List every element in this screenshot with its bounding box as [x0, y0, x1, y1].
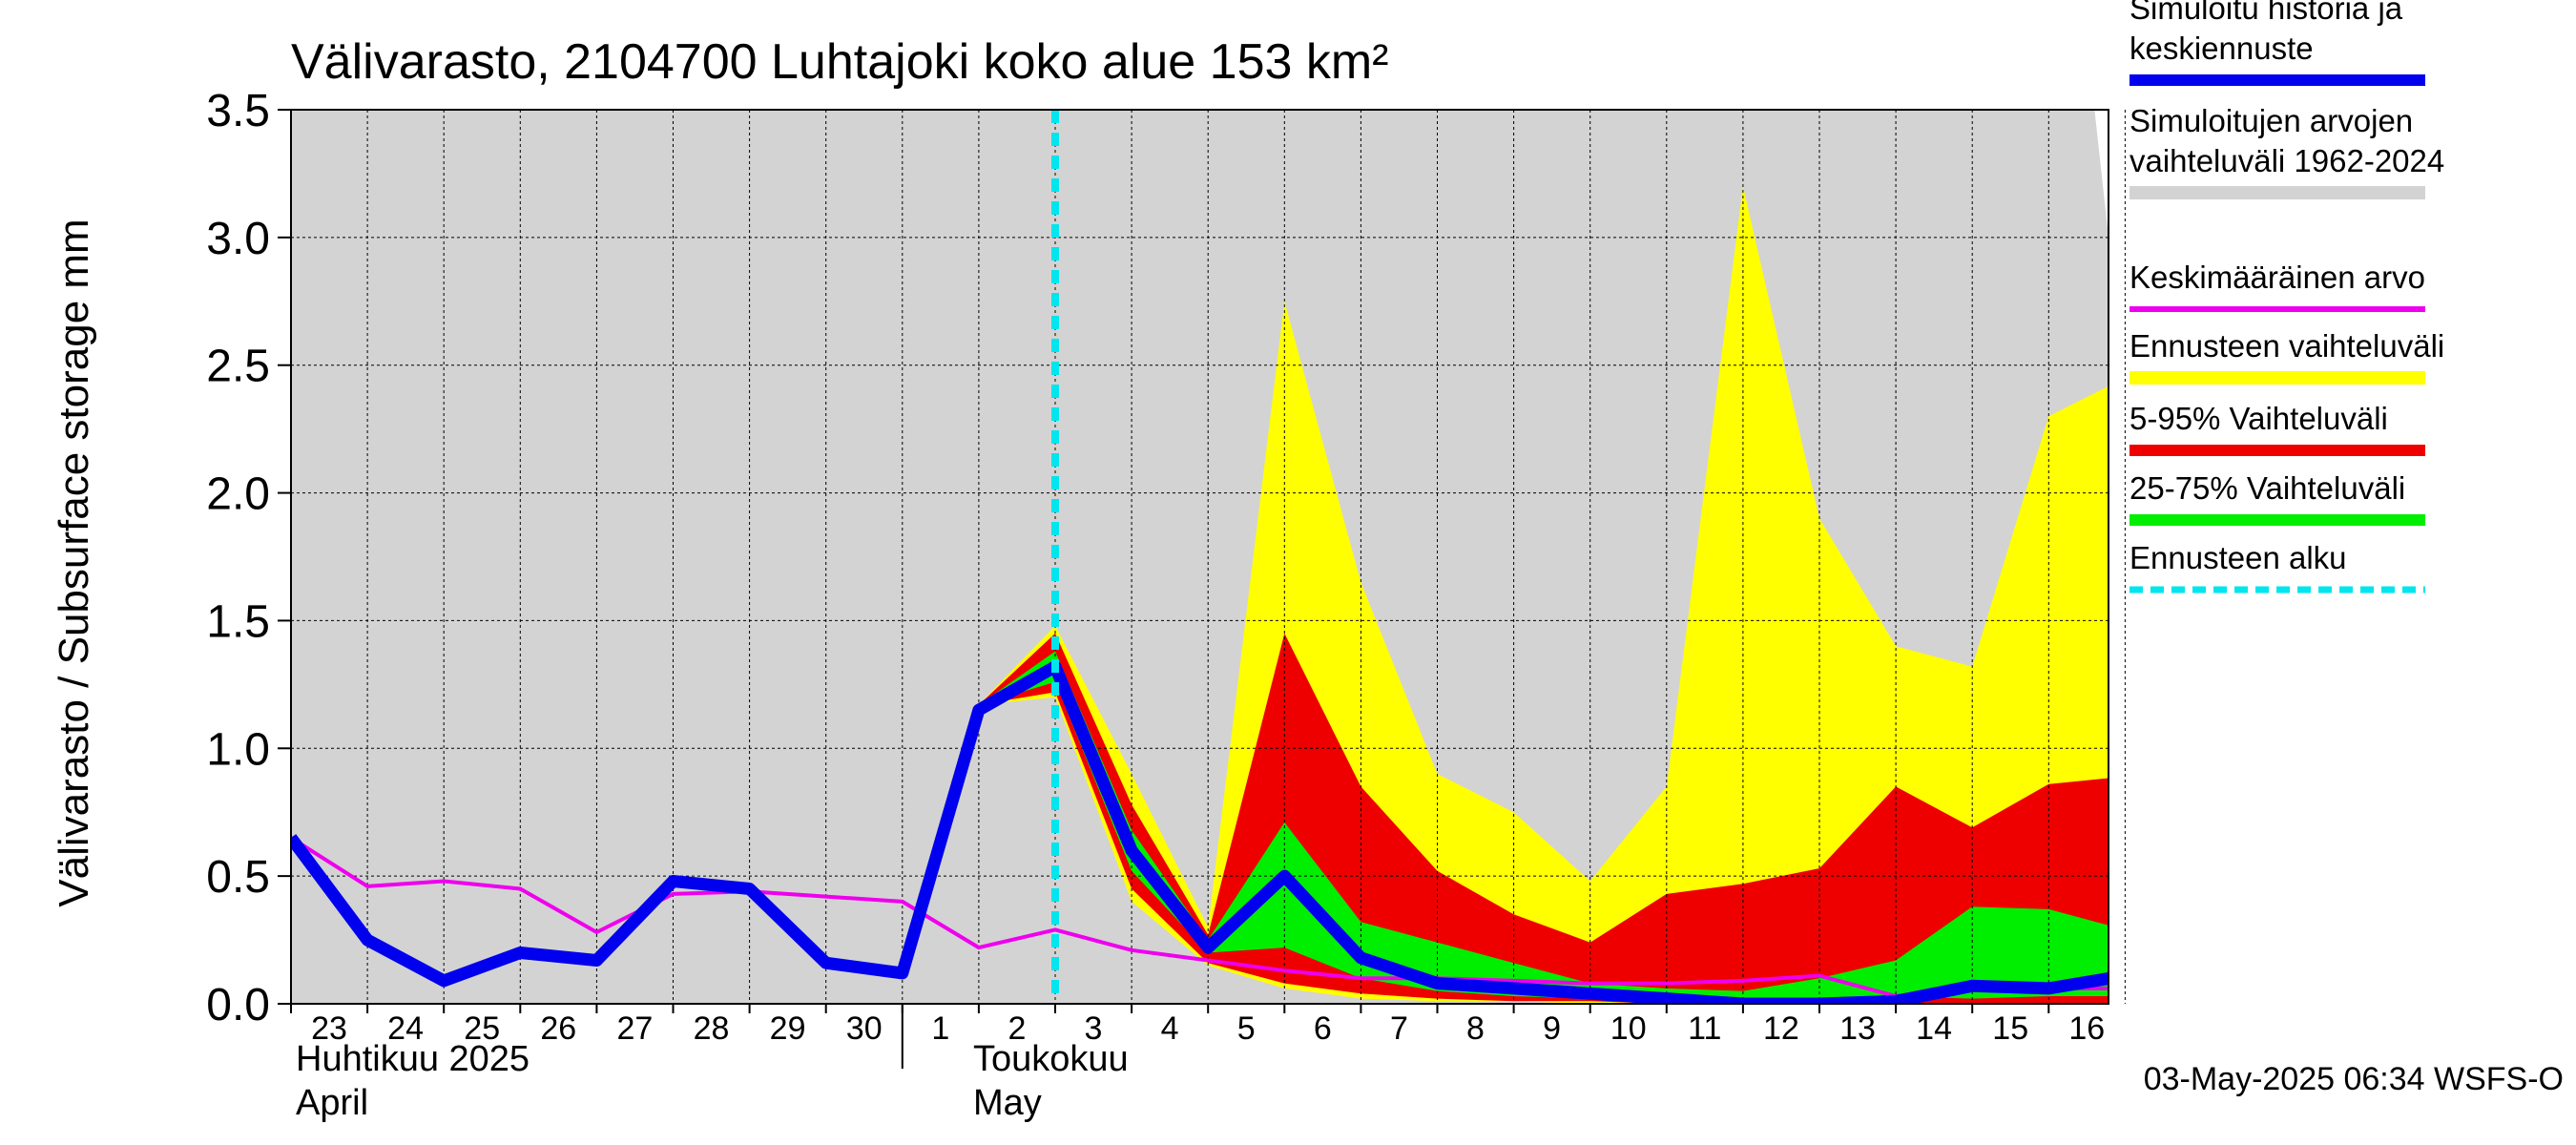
- x-tick-label: 5: [1237, 1010, 1256, 1047]
- legend-label: Ennusteen alku: [2129, 540, 2347, 575]
- x-tick-label: 25: [464, 1010, 500, 1047]
- x-tick-label: 1: [931, 1010, 949, 1047]
- x-tick-label: 7: [1390, 1010, 1408, 1047]
- x-tick-label: 11: [1688, 1010, 1721, 1047]
- legend: Simuloitu historia ja keskiennuste Simuloi…: [2129, 0, 2444, 593]
- x-tick-label: 10: [1610, 1010, 1647, 1047]
- y-tick-label: 3.0: [206, 214, 270, 264]
- legend-label: Keskimääräinen arvo: [2129, 260, 2425, 295]
- mean-line: [291, 836, 2109, 998]
- historical-range-area: [291, 110, 2109, 1004]
- legend-label: Simuloitu historia ja: [2129, 0, 2403, 26]
- plot-area: [291, 109, 2126, 1004]
- y-tick-label: 1.0: [206, 724, 270, 775]
- y-tick-label: 3.5: [206, 86, 270, 136]
- month-label-fi: Toukokuu: [973, 1039, 1129, 1079]
- legend-label: 5-95% Vaihteluväli: [2129, 401, 2388, 436]
- x-tick-label: 9: [1543, 1010, 1561, 1047]
- x-tick-label: 30: [846, 1010, 883, 1047]
- median-forecast-line: [291, 660, 2109, 1004]
- x-tick-label: 26: [540, 1010, 576, 1047]
- x-tick-label: 13: [1839, 1010, 1876, 1047]
- y-tick-label: 0.5: [206, 852, 270, 903]
- legend-label: vaihteluväli 1962-2024: [2129, 143, 2444, 178]
- chart-title: Välivarasto, 2104700 Luhtajoki koko alue…: [291, 34, 1389, 90]
- y-tick-label: 2.0: [206, 469, 270, 520]
- x-tick-label: 6: [1314, 1010, 1332, 1047]
- month-label-en: April: [296, 1083, 368, 1123]
- y-tick-label: 0.0: [206, 980, 270, 1030]
- axes: 0.00.51.01.52.02.53.03.523 24 25 26 27 28 29 30…: [206, 86, 2109, 1123]
- month-label-fi: Huhtikuu 2025: [296, 1039, 530, 1079]
- x-tick-label: 24: [387, 1010, 424, 1047]
- y-axis-label: Välivarasto / Subsurface storage mm: [51, 219, 97, 906]
- legend-label: Simuloitujen arvojen: [2129, 103, 2413, 138]
- x-tick-label: 12: [1763, 1010, 1799, 1047]
- plot-frame: [290, 109, 2109, 1005]
- x-tick-label: 3: [1085, 1010, 1103, 1047]
- x-tick-label: 29: [770, 1010, 806, 1047]
- x-tick-label: 23: [311, 1010, 347, 1047]
- y-tick-label: 2.5: [206, 342, 270, 392]
- month-label-en: May: [973, 1083, 1042, 1123]
- x-tick-label: 8: [1466, 1010, 1485, 1047]
- x-tick-label: 27: [616, 1010, 653, 1047]
- timestamp: 03-May-2025 06:34 WSFS-O: [2144, 1061, 2564, 1097]
- y-tick-label: 1.5: [206, 596, 270, 647]
- legend-label: Ennusteen vaihteluväli: [2129, 328, 2444, 364]
- x-tick-label: 2: [1008, 1010, 1026, 1047]
- band-25-75-area: [978, 651, 2109, 1002]
- x-tick-label: 14: [1916, 1010, 1952, 1047]
- legend-label: keskiennuste: [2129, 31, 2314, 66]
- x-tick-label: 4: [1161, 1010, 1179, 1047]
- x-tick-label: 16: [2068, 1010, 2105, 1047]
- x-tick-label: 28: [694, 1010, 730, 1047]
- legend-label: 25-75% Vaihteluväli: [2129, 470, 2405, 506]
- x-tick-label: 15: [1992, 1010, 2028, 1047]
